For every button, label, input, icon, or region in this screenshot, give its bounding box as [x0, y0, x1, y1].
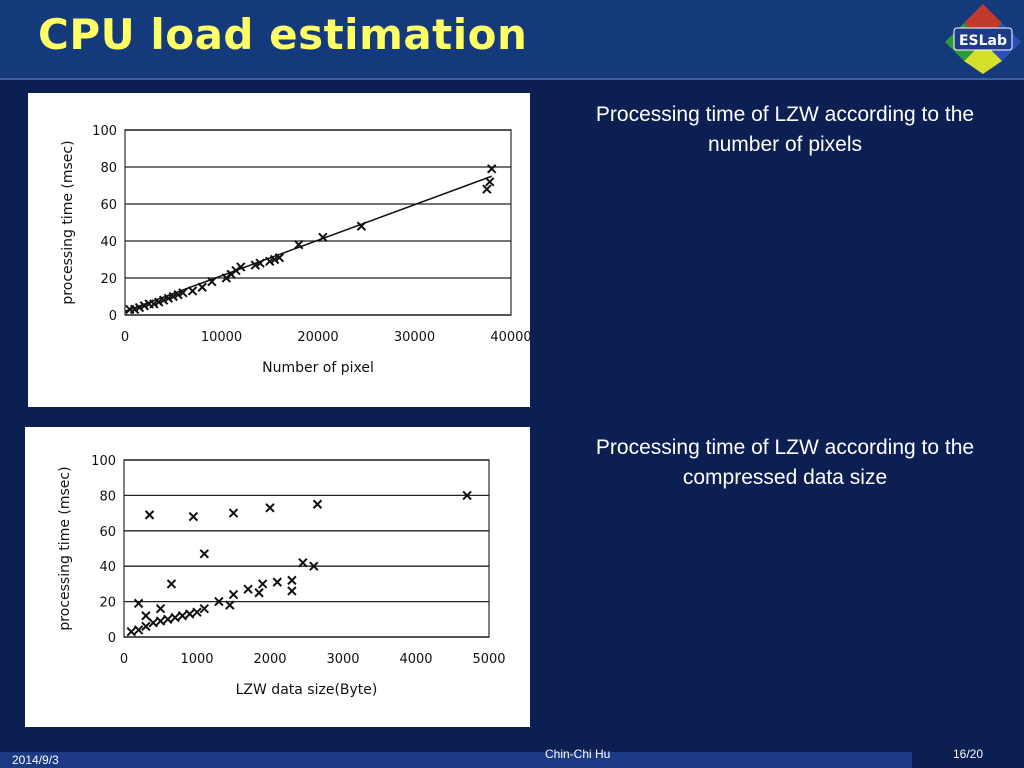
data-point [188, 511, 199, 522]
y-tick-label: 40 [99, 560, 116, 575]
caption-pixels: Processing time of LZW according to the … [595, 103, 975, 156]
data-point [287, 586, 297, 596]
plot-area [124, 129, 512, 316]
data-point [482, 184, 492, 194]
plot-area [123, 459, 490, 638]
data-point [148, 618, 158, 628]
data-point [133, 625, 144, 635]
data-point [236, 262, 246, 272]
footer-author: Chin-Chi Hu [545, 747, 611, 761]
footer: 2014/9/3 Chin-Chi Hu 16/20 [0, 747, 1024, 768]
x-tick-label: 10000 [201, 330, 242, 345]
title-bar: CPU load estimation ESLab [0, 0, 1024, 80]
chart-pixels: 0 20 40 60 80 100 0 10000 20000 30000 40000 Number … [60, 124, 530, 376]
data-point [155, 616, 166, 626]
data-point [318, 232, 328, 243]
data-point [309, 561, 319, 571]
data-point [207, 276, 217, 287]
y-tick-label: 100 [92, 124, 117, 139]
data-point [225, 600, 235, 610]
data-point [274, 252, 285, 263]
x-tick-label: 1000 [180, 652, 213, 667]
slide-title: CPU load estimation [38, 10, 528, 59]
y-tick-label: 0 [108, 631, 116, 646]
data-point [257, 579, 268, 589]
y-tick-label: 20 [99, 596, 116, 611]
footer-date: 2014/9/3 [12, 753, 59, 767]
y-tick-label: 20 [100, 272, 117, 287]
data-point [287, 575, 297, 586]
footer-page-number: 16/20 [953, 747, 984, 761]
x-tick-label: 2000 [253, 652, 286, 667]
x-tick-label: 30000 [394, 330, 435, 345]
data-point [177, 611, 188, 621]
data-point [170, 612, 180, 623]
x-axis-label: Number of pixel [262, 360, 374, 376]
data-point [293, 239, 304, 250]
y-tick-label: 60 [99, 525, 116, 540]
data-point [178, 288, 188, 298]
y-tick-label: 60 [100, 198, 117, 213]
x-tick-label: 20000 [297, 330, 338, 345]
y-axis-label: processing time (msec) [57, 466, 73, 630]
caption-lzw-size: Processing time of LZW according to the … [595, 436, 975, 489]
data-point [356, 221, 367, 231]
logo-text: ESLab [959, 33, 1007, 49]
chart-panel-lzw-size: 0 20 40 60 80 100 0 1000 2000 3000 4000 5000 LZW dat… [25, 427, 530, 727]
data-point [133, 598, 144, 609]
data-point [228, 508, 239, 518]
data-point [485, 177, 495, 187]
x-tick-label: 40000 [490, 330, 530, 345]
x-axis-label: LZW data size(Byte) [236, 682, 378, 698]
data-point [197, 282, 207, 292]
data-point [255, 258, 265, 268]
data-point [155, 603, 166, 614]
x-tick-label: 0 [121, 330, 129, 345]
eslab-logo: ESLab [945, 4, 1021, 74]
data-point [243, 584, 253, 594]
data-point [144, 510, 155, 520]
data-point [141, 621, 151, 632]
footer-bar [0, 752, 912, 768]
x-tick-label: 0 [120, 652, 128, 667]
data-point [192, 607, 202, 617]
data-point [254, 588, 264, 598]
data-point [228, 589, 239, 600]
data-point [199, 603, 210, 614]
data-point [462, 490, 472, 501]
data-point [126, 626, 137, 637]
data-point [298, 557, 308, 568]
x-tick-label: 5000 [472, 652, 505, 667]
data-point [184, 609, 195, 619]
data-point [199, 549, 210, 559]
data-point [141, 611, 151, 621]
data-point [272, 577, 283, 587]
data-point [486, 164, 497, 174]
y-tick-label: 80 [99, 489, 116, 504]
data-point [166, 579, 177, 589]
data-point [312, 499, 323, 509]
chart-panel-pixels: 0 20 40 60 80 100 0 10000 20000 30000 40000 Number … [28, 93, 530, 407]
y-tick-label: 100 [91, 454, 116, 469]
y-tick-label: 80 [100, 161, 117, 176]
y-tick-label: 40 [100, 235, 117, 250]
data-point [265, 503, 275, 513]
x-tick-label: 3000 [326, 652, 359, 667]
x-tick-label: 4000 [399, 652, 432, 667]
y-axis-label: processing time (msec) [60, 140, 76, 304]
y-tick-label: 0 [109, 309, 117, 324]
data-point [163, 614, 173, 625]
data-point [214, 596, 224, 607]
data-point [187, 286, 198, 296]
